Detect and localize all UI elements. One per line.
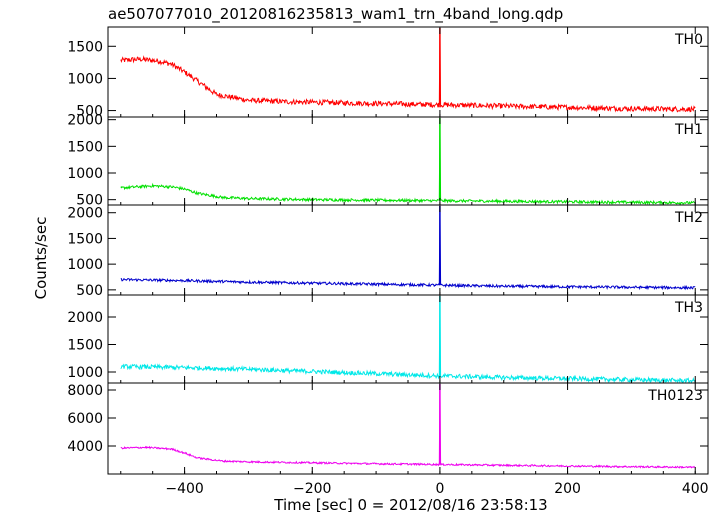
y-tick-label: 4000	[67, 439, 103, 455]
y-tick-label: 2000	[67, 310, 103, 326]
panels: TH050010001500TH1500100015002000TH250010…	[67, 27, 708, 474]
panel-frame	[108, 383, 708, 474]
panel-label: TH3	[674, 300, 703, 316]
chart-title: ae507077010_20120816235813_wam1_trn_4ban…	[108, 5, 563, 24]
panel-th3: TH3 1000 1500 2000	[67, 295, 708, 383]
panel-label: TH1	[674, 122, 703, 138]
y-tick-label: 2000	[67, 113, 103, 129]
y-axis-label: Counts/sec	[32, 217, 50, 300]
panel-label: TH0123	[647, 388, 703, 404]
x-tick-label: 200	[554, 481, 581, 497]
x-tick-label: 0	[435, 481, 444, 497]
y-tick-label: 6000	[67, 411, 103, 427]
panel-frame	[108, 117, 708, 205]
panel-th2: TH2 500 1000 1500 2000	[67, 205, 708, 299]
series-line-th3	[121, 296, 695, 382]
y-tick-label: 1000	[67, 71, 103, 87]
y-tick-label: 2000	[67, 206, 103, 222]
y-tick-label: 1500	[67, 338, 103, 354]
series-line-th1	[121, 118, 695, 204]
y-tick-label: 1500	[67, 39, 103, 55]
y-tick-label: 1000	[67, 257, 103, 273]
panel-th0123: TH0123 4000 6000 8000	[67, 383, 708, 474]
y-tick-label: 1000	[67, 365, 103, 381]
series-line-th0123	[121, 384, 695, 468]
x-axis-label: Time [sec] 0 = 2012/08/16 23:58:13	[273, 496, 547, 514]
y-tick-label: 1500	[67, 139, 103, 155]
x-tick-label: −400	[165, 481, 203, 497]
series-line-th2	[121, 206, 695, 289]
x-tick-label: −200	[293, 481, 331, 497]
y-tick-label: 500	[76, 283, 103, 299]
y-tick-label: 1500	[67, 231, 103, 247]
panel-label: TH0	[674, 32, 703, 48]
y-tick-label: 8000	[67, 383, 103, 399]
panel-label: TH2	[674, 210, 703, 226]
y-tick-label: 1000	[67, 166, 103, 182]
x-tick-label: 400	[682, 481, 709, 497]
x-axis-ticks: −400 −200 0 200 400	[165, 481, 708, 497]
series-line-th0	[121, 28, 695, 112]
